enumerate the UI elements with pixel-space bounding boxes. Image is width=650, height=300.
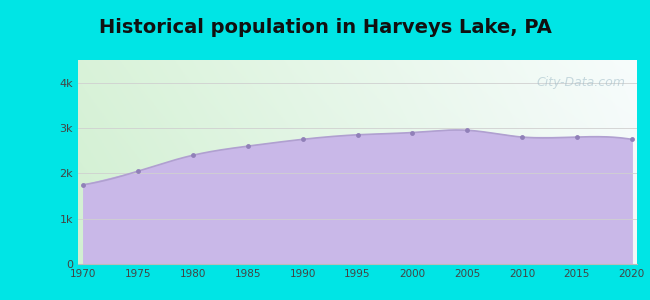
Text: City-Data.com: City-Data.com: [537, 76, 626, 89]
Text: Historical population in Harveys Lake, PA: Historical population in Harveys Lake, P…: [99, 18, 551, 37]
